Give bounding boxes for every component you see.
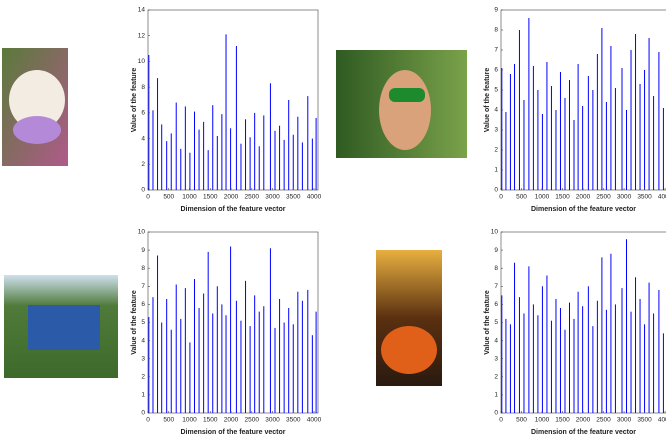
x-axis-label: Dimension of the feature vector: [531, 206, 636, 213]
y-axis-label: Value of the feature: [484, 68, 491, 133]
x-tick-label: 4000: [658, 417, 666, 424]
x-axis-label: Dimension of the feature vector: [180, 429, 285, 436]
x-tick-label: 1500: [555, 194, 570, 201]
x-tick-label: 2500: [245, 194, 260, 201]
y-tick-label: 4: [494, 337, 498, 344]
y-tick-label: 4: [141, 135, 145, 142]
x-tick-label: 500: [516, 194, 527, 201]
y-tick-label: 6: [494, 301, 498, 308]
y-tick-label: 7: [141, 283, 145, 290]
x-tick-label: 500: [163, 194, 174, 201]
y-tick-label: 5: [494, 87, 498, 94]
x-tick-label: 1500: [203, 194, 218, 201]
x-tick-label: 2000: [576, 417, 591, 424]
y-tick-label: 14: [138, 7, 146, 14]
x-tick-label: 3000: [265, 417, 280, 424]
y-tick-label: 0: [494, 410, 498, 417]
y-tick-label: 9: [141, 247, 145, 254]
x-tick-label: 2000: [576, 194, 591, 201]
photo-dog: [2, 48, 68, 166]
x-tick-label: 3000: [617, 194, 632, 201]
y-tick-label: 10: [138, 229, 146, 236]
y-tick-label: 4: [141, 337, 145, 344]
y-tick-label: 2: [141, 161, 145, 168]
photo-fruit: [376, 250, 442, 386]
x-tick-label: 0: [146, 194, 150, 201]
x-tick-label: 3500: [637, 194, 652, 201]
x-axis-label: Dimension of the feature vector: [180, 206, 285, 213]
x-axis-label: Dimension of the feature vector: [531, 429, 636, 436]
x-tick-label: 4000: [658, 194, 666, 201]
x-tick-label: 1000: [535, 417, 550, 424]
x-tick-label: 4000: [307, 417, 322, 424]
x-tick-label: 2500: [245, 417, 260, 424]
x-tick-label: 1000: [535, 194, 550, 201]
y-axis-label: Value of the feature: [484, 290, 491, 355]
x-tick-label: 3000: [265, 194, 280, 201]
y-tick-label: 2: [494, 374, 498, 381]
y-tick-label: 8: [494, 27, 498, 34]
y-tick-label: 12: [138, 32, 146, 39]
plot-frame: [500, 9, 666, 191]
photo-team: [4, 275, 118, 378]
plot-frame: [500, 231, 666, 414]
x-tick-label: 500: [516, 417, 527, 424]
x-tick-label: 1500: [203, 417, 218, 424]
y-tick-label: 1: [494, 392, 498, 399]
y-tick-label: 4: [494, 107, 498, 114]
y-tick-label: 10: [138, 58, 146, 65]
y-tick-label: 2: [141, 374, 145, 381]
photo-man: [336, 50, 467, 158]
x-tick-label: 0: [499, 194, 503, 201]
y-tick-label: 6: [141, 110, 145, 117]
y-tick-label: 10: [491, 229, 499, 236]
y-tick-label: 8: [141, 84, 145, 91]
y-tick-label: 3: [494, 355, 498, 362]
x-tick-label: 3000: [617, 417, 632, 424]
x-tick-label: 3500: [637, 417, 652, 424]
y-tick-label: 8: [494, 265, 498, 272]
y-tick-label: 7: [494, 283, 498, 290]
x-tick-label: 1500: [555, 417, 570, 424]
y-tick-label: 6: [494, 67, 498, 74]
y-tick-label: 1: [141, 392, 145, 399]
y-tick-label: 5: [494, 319, 498, 326]
x-tick-label: 2000: [224, 194, 239, 201]
y-tick-label: 9: [494, 7, 498, 14]
y-tick-label: 6: [141, 301, 145, 308]
y-tick-label: 0: [494, 187, 498, 194]
x-tick-label: 500: [163, 417, 174, 424]
y-tick-label: 2: [494, 147, 498, 154]
y-tick-label: 3: [141, 355, 145, 362]
y-axis-label: Value of the feature: [131, 290, 138, 355]
x-tick-label: 0: [499, 417, 503, 424]
x-tick-label: 3500: [286, 194, 301, 201]
y-tick-label: 9: [494, 247, 498, 254]
y-tick-label: 3: [494, 127, 498, 134]
x-tick-label: 1000: [182, 417, 197, 424]
x-tick-label: 3500: [286, 417, 301, 424]
x-tick-label: 2500: [596, 194, 611, 201]
x-tick-label: 4000: [307, 194, 322, 201]
y-tick-label: 5: [141, 319, 145, 326]
y-tick-label: 7: [494, 47, 498, 54]
x-tick-label: 0: [146, 417, 150, 424]
y-axis-label: Value of the feature: [131, 68, 138, 133]
y-tick-label: 0: [141, 410, 145, 417]
x-tick-label: 2000: [224, 417, 239, 424]
x-tick-label: 1000: [182, 194, 197, 201]
plot-frame: [147, 9, 319, 191]
x-tick-label: 2500: [596, 417, 611, 424]
plot-frame: [147, 231, 319, 414]
y-tick-label: 1: [494, 167, 498, 174]
y-tick-label: 0: [141, 187, 145, 194]
y-tick-label: 8: [141, 265, 145, 272]
